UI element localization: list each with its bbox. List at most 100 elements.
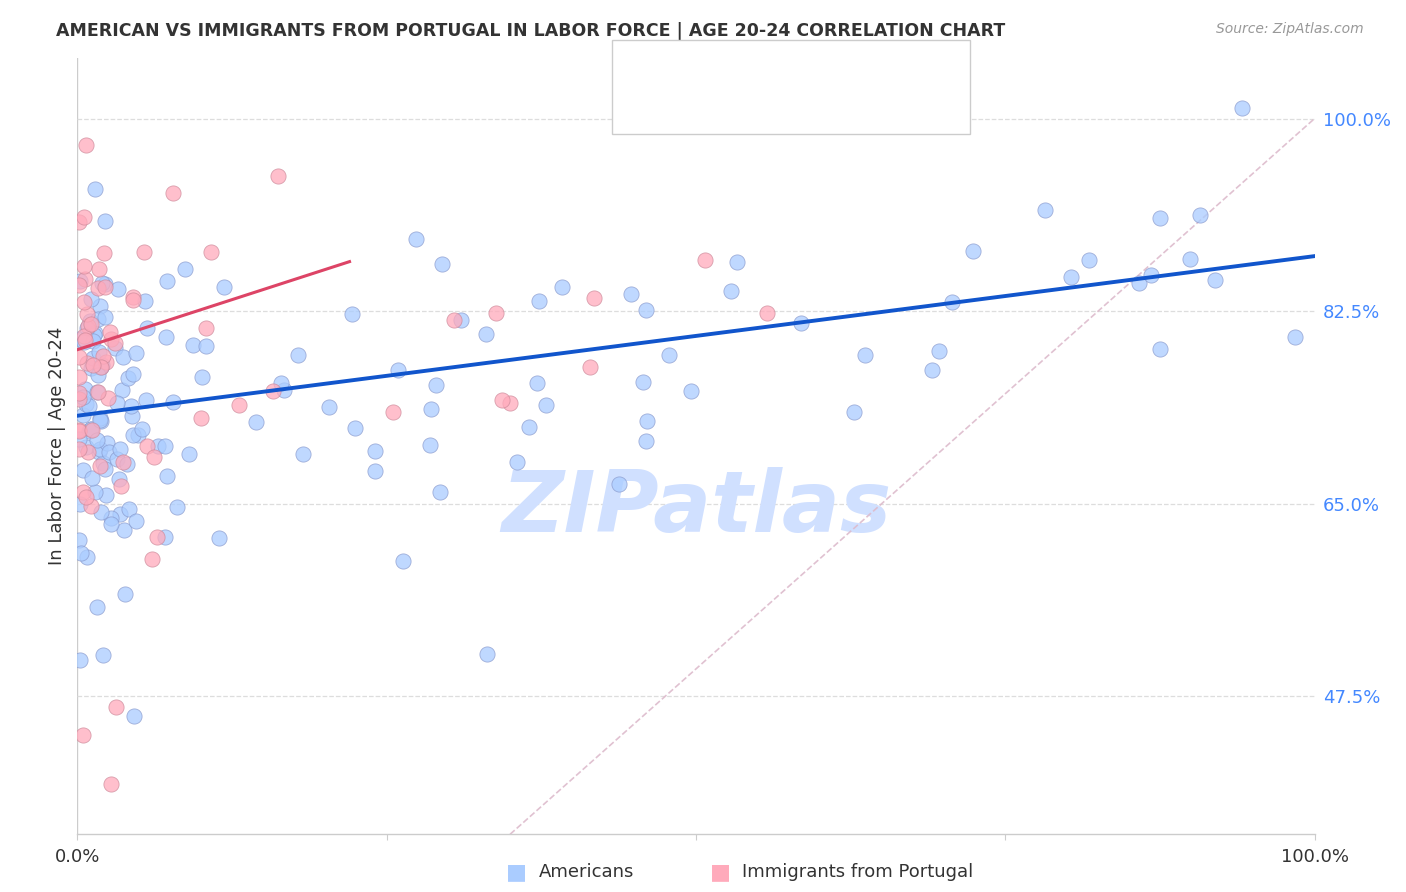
Point [190, 410, 212, 425]
Point [156, 274, 179, 288]
Point [212, 279, 235, 293]
Text: 155: 155 [808, 58, 846, 76]
Point [491, 393, 513, 408]
Y-axis label: In Labor Force | Age 20-24: In Labor Force | Age 20-24 [48, 326, 66, 566]
Point [108, 472, 131, 486]
Point [425, 378, 447, 392]
Point [67, 432, 90, 446]
Point [364, 444, 387, 458]
Point [89, 411, 111, 425]
Point [631, 376, 654, 390]
Point [270, 376, 292, 390]
Point [267, 169, 290, 183]
Point [132, 245, 155, 260]
Point [69, 497, 91, 511]
Point [86, 433, 108, 447]
Point [636, 303, 658, 318]
Point [72, 408, 94, 422]
Point [83, 326, 105, 340]
Point [136, 321, 159, 335]
Point [536, 398, 558, 412]
Point [484, 306, 506, 320]
Point [94, 214, 117, 228]
Point [166, 500, 188, 515]
Point [122, 709, 145, 723]
Point [155, 329, 177, 343]
Point [208, 531, 231, 545]
Point [100, 511, 122, 525]
Point [75, 396, 97, 410]
Point [114, 524, 136, 538]
Point [90, 505, 112, 519]
Point [941, 294, 963, 309]
Point [262, 384, 284, 399]
Point [195, 321, 218, 335]
Text: ZIPatlas: ZIPatlas [501, 467, 891, 549]
Point [146, 530, 169, 544]
Point [174, 262, 197, 277]
Point [105, 451, 128, 466]
Point [842, 404, 865, 418]
Point [200, 245, 222, 260]
Point [76, 549, 98, 564]
Point [725, 254, 748, 268]
Point [162, 395, 184, 409]
Point [77, 445, 100, 459]
Point [97, 392, 120, 406]
Point [344, 421, 367, 435]
Point [475, 326, 498, 341]
Point [181, 338, 204, 352]
Text: R =: R = [657, 58, 696, 76]
Point [91, 349, 114, 363]
Point [77, 424, 100, 438]
Point [125, 346, 148, 360]
Point [693, 252, 716, 267]
Point [80, 470, 103, 484]
Text: Source: ZipAtlas.com: Source: ZipAtlas.com [1216, 22, 1364, 37]
Point [634, 434, 657, 448]
Point [1140, 268, 1163, 282]
Point [499, 395, 522, 409]
Point [117, 458, 139, 472]
Point [420, 401, 443, 416]
Point [72, 260, 94, 274]
Point [387, 363, 409, 377]
Point [94, 488, 117, 502]
Point [432, 257, 454, 271]
Point [134, 293, 156, 308]
Point [97, 445, 120, 459]
Point [86, 384, 108, 399]
Point [679, 384, 702, 398]
Point [90, 414, 112, 428]
Point [67, 533, 90, 548]
Point [89, 458, 111, 473]
Point [108, 442, 131, 456]
Point [579, 359, 602, 374]
Text: Americans: Americans [538, 863, 634, 881]
Point [94, 310, 117, 324]
Point [148, 439, 170, 453]
Point [928, 344, 950, 359]
Point [67, 350, 90, 364]
Point [658, 348, 681, 362]
Point [80, 423, 103, 437]
Point [1230, 101, 1253, 115]
Point [80, 421, 103, 435]
Point [620, 286, 643, 301]
Point [94, 280, 117, 294]
Point [125, 515, 148, 529]
Point [86, 368, 108, 382]
Point [1077, 252, 1099, 267]
Text: N =: N = [763, 58, 803, 76]
Point [155, 530, 177, 544]
Point [443, 313, 465, 327]
Point [67, 392, 90, 406]
Point [108, 507, 131, 521]
Text: 0.377: 0.377 [702, 58, 758, 76]
Point [87, 281, 110, 295]
Point [287, 348, 309, 362]
Point [84, 182, 107, 196]
Point [73, 335, 96, 350]
Text: ■: ■ [710, 863, 731, 882]
Point [89, 262, 111, 277]
